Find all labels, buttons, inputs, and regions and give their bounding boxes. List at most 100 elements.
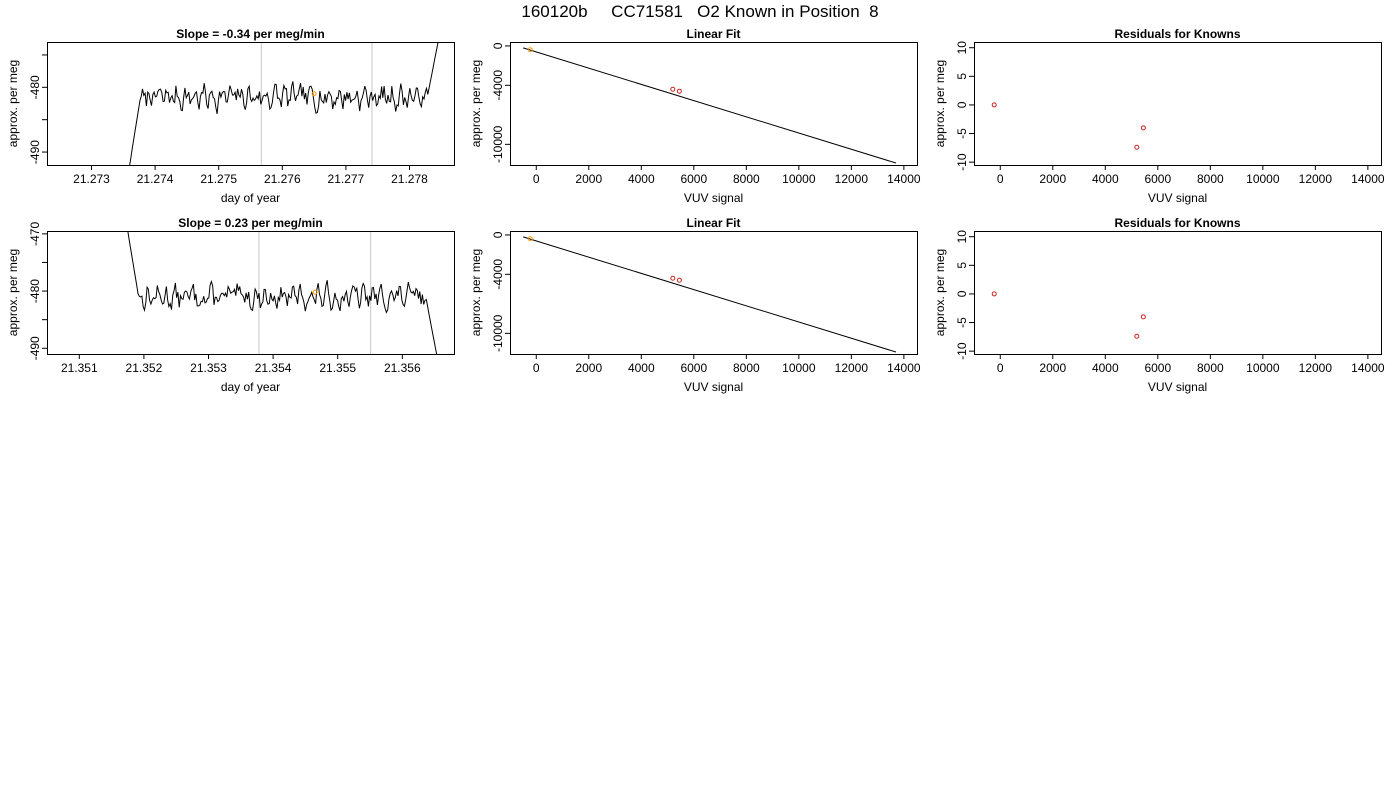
chart-panel-6: Residuals for Knowns 0 2000 4000 6000 8000 100… <box>933 216 1385 394</box>
x-tick-label: 21.273 <box>73 172 110 186</box>
x-tick-label: 2000 <box>575 361 602 375</box>
panel-title: Residuals for Knowns <box>1114 27 1240 41</box>
x-tick-label: 4000 <box>628 172 655 186</box>
data-point <box>670 275 676 281</box>
x-tick-label: 10000 <box>782 172 816 186</box>
x-tick-label: 6000 <box>1144 172 1171 186</box>
x-tick-label: 8000 <box>733 361 760 375</box>
x-tick-label: 0 <box>997 172 1004 186</box>
page-title: 160120b CC71581 O2 Known in Position 8 <box>521 2 879 21</box>
x-tick-label: 0 <box>997 361 1004 375</box>
panel-title: Linear Fit <box>686 216 740 230</box>
y-tick-label: -490 <box>28 336 42 360</box>
data-point <box>991 102 997 108</box>
x-tick-label: 6000 <box>680 361 707 375</box>
chart-panel-2: Linear Fit 0 2000 4000 6000 8000 10000 12000 140… <box>469 27 921 205</box>
x-axis-label: day of year <box>221 191 280 205</box>
x-axis-label: VUV signal <box>1148 380 1207 394</box>
y-tick-label: -4000 <box>491 259 505 290</box>
plot-area <box>127 231 438 354</box>
x-axis-label: VUV signal <box>1148 191 1207 205</box>
data-point <box>670 86 676 92</box>
x-tick-label: 21.277 <box>328 172 365 186</box>
plot-frame <box>47 231 455 355</box>
y-axis-label: approx. per meg <box>469 60 483 147</box>
data-point <box>1134 144 1140 150</box>
x-tick-label: 6000 <box>680 172 707 186</box>
data-series-line <box>129 42 439 165</box>
y-tick-label: -10 <box>955 342 969 360</box>
y-tick-label: 5 <box>955 73 969 80</box>
plot-area <box>991 102 1146 150</box>
highlight-point <box>311 91 317 97</box>
y-tick-label: -10000 <box>491 125 505 163</box>
plot-area <box>522 47 897 164</box>
y-tick-label: -5 <box>955 317 969 328</box>
x-axis-label: VUV signal <box>684 191 743 205</box>
x-tick-label: 21.355 <box>319 361 356 375</box>
x-tick-label: 21.352 <box>126 361 163 375</box>
x-tick-label: 21.278 <box>391 172 428 186</box>
plot-area <box>991 291 1146 339</box>
data-point <box>1140 314 1146 320</box>
y-axis-label: approx. per meg <box>933 249 947 336</box>
x-tick-label: 8000 <box>1197 361 1224 375</box>
chart-panel-5: Linear Fit 0 2000 4000 6000 8000 10000 12000 140… <box>469 216 921 394</box>
plot-frame <box>510 231 918 355</box>
y-axis-label: approx. per meg <box>6 249 20 336</box>
x-tick-label: 0 <box>533 172 540 186</box>
panel-title: Residuals for Knowns <box>1114 216 1240 230</box>
y-tick-label: -490 <box>28 140 42 164</box>
data-point <box>1140 125 1146 131</box>
highlight-point <box>527 47 533 53</box>
x-axis-label: day of year <box>221 380 280 394</box>
y-tick-label: 0 <box>955 101 969 108</box>
plot-area <box>129 42 439 165</box>
x-tick-label: 4000 <box>628 361 655 375</box>
fit-line <box>522 47 897 164</box>
data-point <box>676 88 682 94</box>
plot-frame <box>47 42 455 166</box>
data-series-line <box>127 231 438 354</box>
x-tick-label: 10000 <box>1246 361 1280 375</box>
x-tick-label: 2000 <box>1039 172 1066 186</box>
y-axis-label: approx. per meg <box>469 249 483 336</box>
x-tick-label: 10000 <box>782 361 816 375</box>
x-tick-label: 21.276 <box>264 172 301 186</box>
x-tick-label: 2000 <box>1039 361 1066 375</box>
y-tick-label: -10000 <box>491 314 505 352</box>
y-tick-label: -470 <box>28 222 42 246</box>
plot-frame <box>510 42 918 166</box>
x-tick-label: 21.354 <box>255 361 292 375</box>
x-tick-label: 6000 <box>1144 361 1171 375</box>
data-point <box>991 291 997 297</box>
y-tick-label: -5 <box>955 128 969 139</box>
x-tick-label: 12000 <box>1299 361 1333 375</box>
x-tick-label: 4000 <box>1092 361 1119 375</box>
x-tick-label: 10000 <box>1246 172 1280 186</box>
x-tick-label: 21.275 <box>200 172 237 186</box>
highlight-point <box>312 289 318 295</box>
y-tick-label: 10 <box>955 41 969 55</box>
x-tick-label: 21.274 <box>137 172 174 186</box>
data-point <box>676 277 682 283</box>
y-tick-label: 0 <box>955 290 969 297</box>
y-tick-label: 5 <box>955 262 969 269</box>
y-tick-label: 0 <box>491 231 505 238</box>
fit-line <box>522 236 897 353</box>
panel-title: Slope = 0.23 per meg/min <box>178 216 322 230</box>
y-tick-label: 0 <box>491 42 505 49</box>
x-axis-label: VUV signal <box>684 380 743 394</box>
x-tick-label: 14000 <box>1351 172 1385 186</box>
x-tick-label: 14000 <box>1351 361 1385 375</box>
data-point <box>1134 333 1140 339</box>
panel-title: Linear Fit <box>686 27 740 41</box>
x-tick-label: 12000 <box>835 361 869 375</box>
plot-frame <box>974 42 1382 166</box>
plot-area <box>522 236 897 353</box>
y-tick-label: -4000 <box>491 70 505 101</box>
y-axis-label: approx. per meg <box>933 60 947 147</box>
chart-panel-1: Slope = -0.34 per meg/min 21.273 21.274 21.… <box>6 27 455 205</box>
